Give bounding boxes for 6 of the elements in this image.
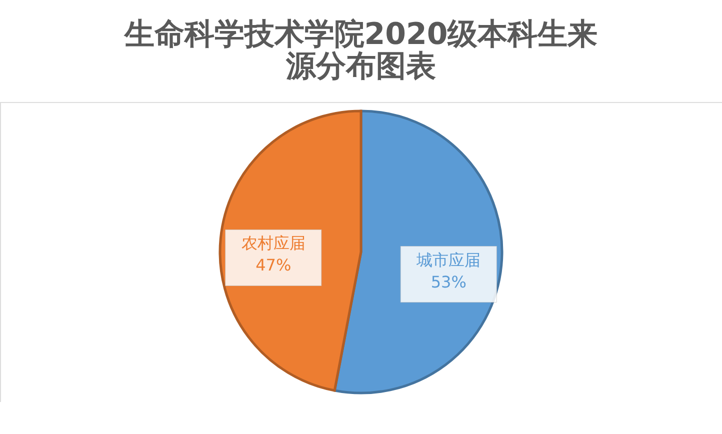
data-label: 47% (256, 256, 292, 275)
slice-label: 农村应届 (241, 234, 306, 253)
data-label: 53% (430, 272, 466, 292)
text: 源分布图表 (286, 49, 436, 84)
slice-label: 城市应届 (416, 250, 481, 270)
text: 生命科学技术学院2020级本科生来 (124, 17, 598, 52)
